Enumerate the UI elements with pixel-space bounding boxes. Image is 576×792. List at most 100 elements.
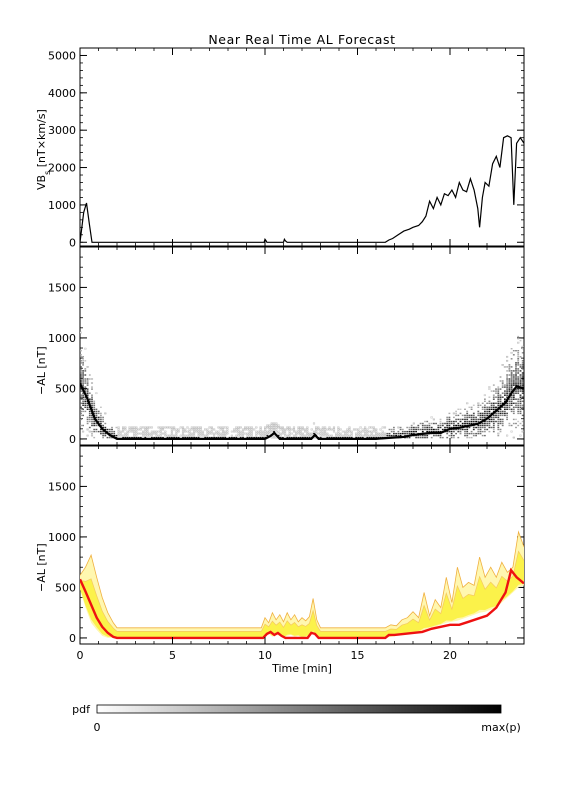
pdf-cell (244, 428, 247, 431)
pdf-cell (119, 434, 122, 437)
pdf-cell (515, 366, 517, 368)
pdf-cell (82, 430, 85, 433)
pdf-cell (517, 370, 520, 372)
pdf-cell (230, 434, 233, 437)
pdf-cell (512, 378, 515, 380)
pdf-cell (86, 420, 89, 423)
pdf-cell (508, 386, 511, 388)
pdf-cell (508, 422, 511, 425)
pdf-cell (519, 400, 522, 402)
pdf-cell (457, 414, 460, 417)
colorbar-gradient (96, 704, 502, 714)
pdf-cell (510, 402, 513, 404)
pdf-cell (497, 428, 500, 431)
pdf-cell (97, 410, 100, 413)
pdf-cell (344, 436, 346, 439)
pdf-cell (337, 432, 340, 435)
pdf-cell (435, 430, 437, 433)
pdf-cell (255, 436, 258, 439)
pdf-cell (399, 426, 402, 429)
pdf-cell (372, 434, 375, 437)
pdf-cell (111, 428, 113, 431)
pdf-cell (503, 366, 506, 368)
pdf-cell (215, 436, 218, 439)
pdf-cell (457, 418, 460, 421)
pdf-cell (246, 432, 249, 435)
pdf-cell (237, 428, 240, 431)
pdf-cell (472, 434, 475, 437)
pdf-cell (199, 426, 202, 429)
pdf-cell (439, 430, 442, 433)
pdf-cell (80, 390, 82, 392)
pdf-cell (406, 426, 409, 429)
pdf-cell (348, 434, 351, 437)
pdf-cell (504, 386, 506, 388)
pdf-cell (417, 428, 420, 431)
pdf-cell (472, 418, 475, 421)
pdf-cell (479, 414, 482, 417)
pdf-cell (510, 351, 513, 354)
pdf-cell (479, 428, 482, 431)
pdf-cell (268, 430, 271, 433)
pdf-cell (206, 436, 209, 439)
y-tick-label: 5000 (48, 49, 76, 62)
pdf-cell (80, 350, 82, 352)
pdf-cell (82, 374, 84, 376)
pdf-cell (492, 416, 495, 419)
pdf-cell (84, 374, 87, 376)
pdf-cell (226, 426, 229, 429)
pdf-cell (321, 430, 324, 433)
pdf-cell (484, 426, 486, 429)
pdf-cell (435, 434, 437, 437)
pdf-cell (479, 432, 482, 435)
pdf-cell (517, 382, 520, 384)
pdf-cell (519, 382, 522, 384)
pdf-cell (497, 410, 500, 413)
pdf-cell (113, 434, 116, 437)
pdf-cell (175, 428, 178, 431)
pdf-cell (510, 370, 513, 372)
pdf-cell (266, 426, 269, 429)
pdf-cell (239, 430, 242, 433)
pdf-cell (397, 432, 400, 435)
pdf-cell (370, 432, 373, 435)
pdf-cell (521, 406, 524, 408)
pdf-cell (82, 398, 84, 400)
pdf-cell (372, 430, 375, 433)
pdf-cell (477, 404, 480, 406)
pdf-cell (508, 370, 511, 372)
pdf-cell (197, 428, 200, 431)
pdf-cell (221, 432, 225, 435)
vbs-series-line (80, 135, 524, 243)
pdf-cell (517, 412, 520, 415)
pdf-cell (248, 428, 251, 431)
pdf-cell (82, 392, 84, 394)
y-tick-label: 1500 (48, 281, 76, 294)
pdf-cell (466, 414, 469, 417)
pdf-cell (206, 432, 209, 435)
pdf-cell (466, 412, 469, 415)
pdf-cell (204, 428, 207, 431)
y-tick-label: 0 (69, 632, 76, 645)
pdf-cell (306, 428, 309, 431)
pdf-cell (484, 404, 486, 406)
pdf-cell (339, 432, 342, 435)
pdf-cell (82, 370, 84, 372)
pdf-cell (259, 434, 262, 437)
pdf-cell (497, 390, 500, 392)
pdf-cell (499, 414, 502, 417)
pdf-cell (521, 396, 524, 398)
pdf-cell (361, 436, 364, 439)
pdf-cell (426, 424, 429, 427)
pdf-cell (102, 426, 104, 429)
pdf-cell (91, 402, 93, 404)
pdf-cell (144, 428, 147, 431)
pdf-cell (508, 380, 511, 382)
pdf-cell (419, 434, 422, 437)
pdf-cell (193, 428, 196, 431)
pdf-cell (181, 426, 185, 429)
pdf-cell (452, 412, 455, 415)
pdf-cell (464, 432, 466, 435)
pdf-cell (102, 420, 104, 423)
